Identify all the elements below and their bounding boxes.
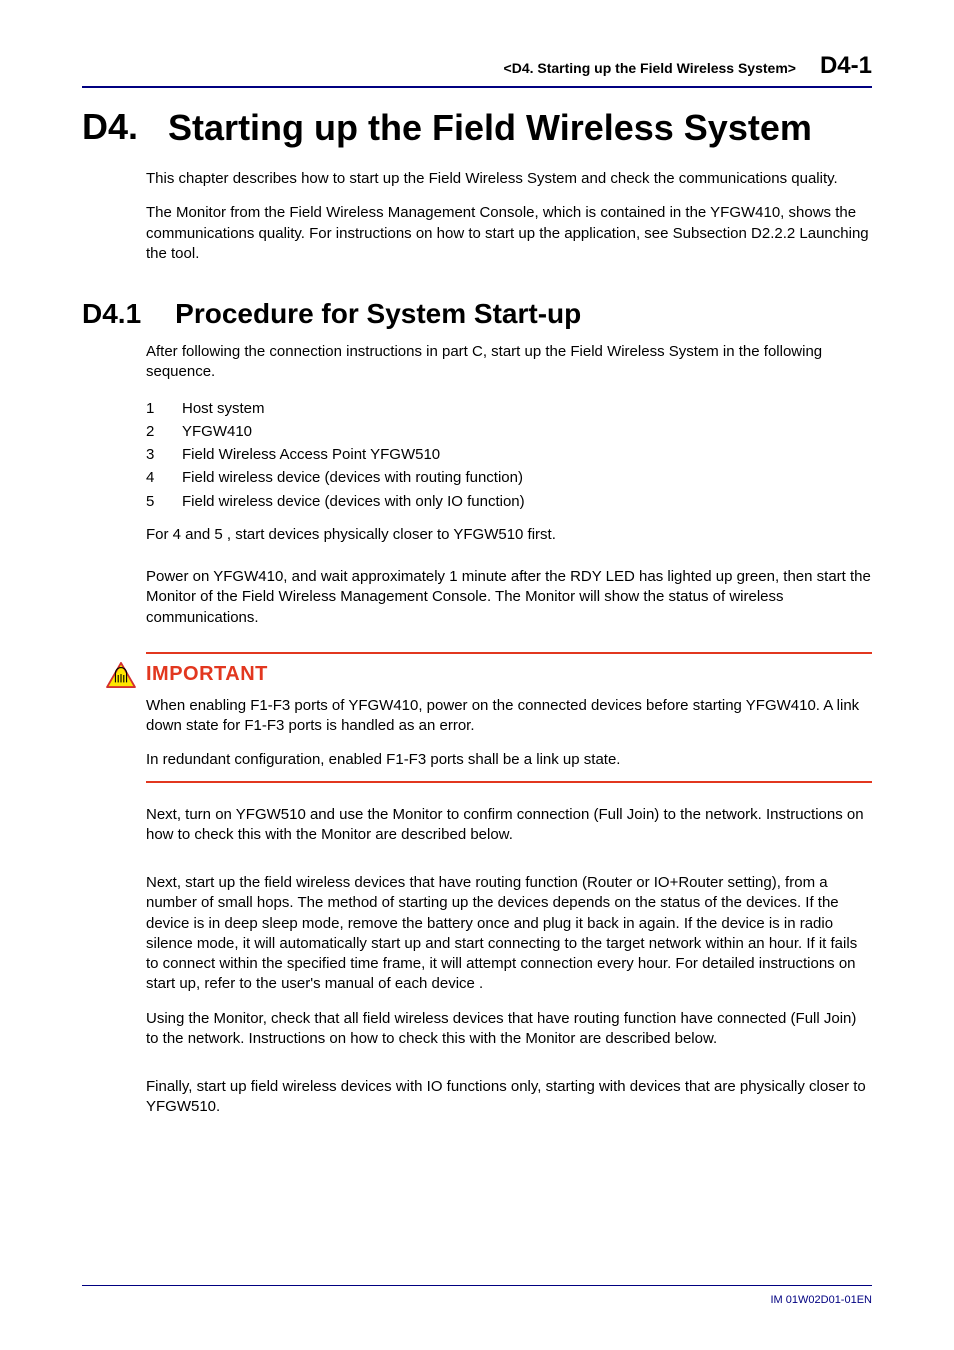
- procedure-list: 1 Host system 2 YFGW410 3 Field Wireless…: [146, 397, 872, 513]
- after-paragraph-3: Using the Monitor, check that all field …: [146, 1009, 872, 1050]
- important-rule-top: [146, 652, 872, 654]
- section-heading: D4.1 Procedure for System Start-up: [82, 298, 872, 330]
- procedure-lead: After following the connection instructi…: [146, 342, 872, 383]
- running-header-page-code: D4-1: [820, 52, 872, 80]
- procedure-item: 2 YFGW410: [146, 420, 872, 443]
- section-number: D4.1: [82, 298, 141, 330]
- procedure-item: 1 Host system: [146, 397, 872, 420]
- after-paragraph-1: Next, turn on YFGW510 and use the Monito…: [146, 805, 872, 846]
- after-paragraph-2: Next, start up the field wireless device…: [146, 873, 872, 995]
- after-important-block: Next, turn on YFGW510 and use the Monito…: [146, 805, 872, 1118]
- procedure-block: After following the connection instructi…: [146, 342, 872, 628]
- important-label: IMPORTANT: [146, 663, 268, 686]
- chapter-heading: D4. Starting up the Field Wireless Syste…: [82, 106, 872, 149]
- running-header: <D4. Starting up the Field Wireless Syst…: [82, 52, 872, 88]
- procedure-item: 5 Field wireless device (devices with on…: [146, 490, 872, 513]
- procedure-item-text: Field Wireless Access Point YFGW510: [182, 443, 440, 466]
- procedure-item-number: 1: [146, 397, 160, 420]
- procedure-item-text: YFGW410: [182, 420, 252, 443]
- chapter-number: D4.: [82, 106, 138, 149]
- important-paragraph-1: When enabling F1-F3 ports of YFGW410, po…: [146, 696, 872, 737]
- footer-rule: [82, 1285, 872, 1286]
- procedure-item: 3 Field Wireless Access Point YFGW510: [146, 443, 872, 466]
- footer-document-code: IM 01W02D01-01EN: [771, 1294, 873, 1306]
- intro-paragraph-2: The Monitor from the Field Wireless Mana…: [146, 203, 872, 264]
- running-header-chapter: <D4. Starting up the Field Wireless Syst…: [504, 60, 796, 76]
- warning-triangle-icon: [106, 662, 136, 688]
- after-paragraph-4: Finally, start up field wireless devices…: [146, 1077, 872, 1118]
- procedure-item-text: Host system: [182, 397, 265, 420]
- intro-block: This chapter describes how to start up t…: [146, 169, 872, 264]
- procedure-note-2: Power on YFGW410, and wait approximately…: [146, 567, 872, 628]
- important-header: IMPORTANT: [106, 662, 872, 688]
- procedure-item-number: 5: [146, 490, 160, 513]
- procedure-note-1: For 4 and 5 , start devices physically c…: [146, 525, 872, 545]
- procedure-item-number: 3: [146, 443, 160, 466]
- chapter-title: Starting up the Field Wireless System: [168, 106, 812, 149]
- section-title: Procedure for System Start-up: [175, 298, 581, 330]
- procedure-item: 4 Field wireless device (devices with ro…: [146, 466, 872, 489]
- procedure-item-number: 2: [146, 420, 160, 443]
- important-paragraph-2: In redundant configuration, enabled F1-F…: [146, 750, 872, 770]
- important-callout: IMPORTANT When enabling F1-F3 ports of Y…: [146, 652, 872, 783]
- intro-paragraph-1: This chapter describes how to start up t…: [146, 169, 872, 189]
- important-rule-bottom: [146, 781, 872, 783]
- procedure-item-number: 4: [146, 466, 160, 489]
- procedure-item-text: Field wireless device (devices with only…: [182, 490, 525, 513]
- procedure-item-text: Field wireless device (devices with rout…: [182, 466, 523, 489]
